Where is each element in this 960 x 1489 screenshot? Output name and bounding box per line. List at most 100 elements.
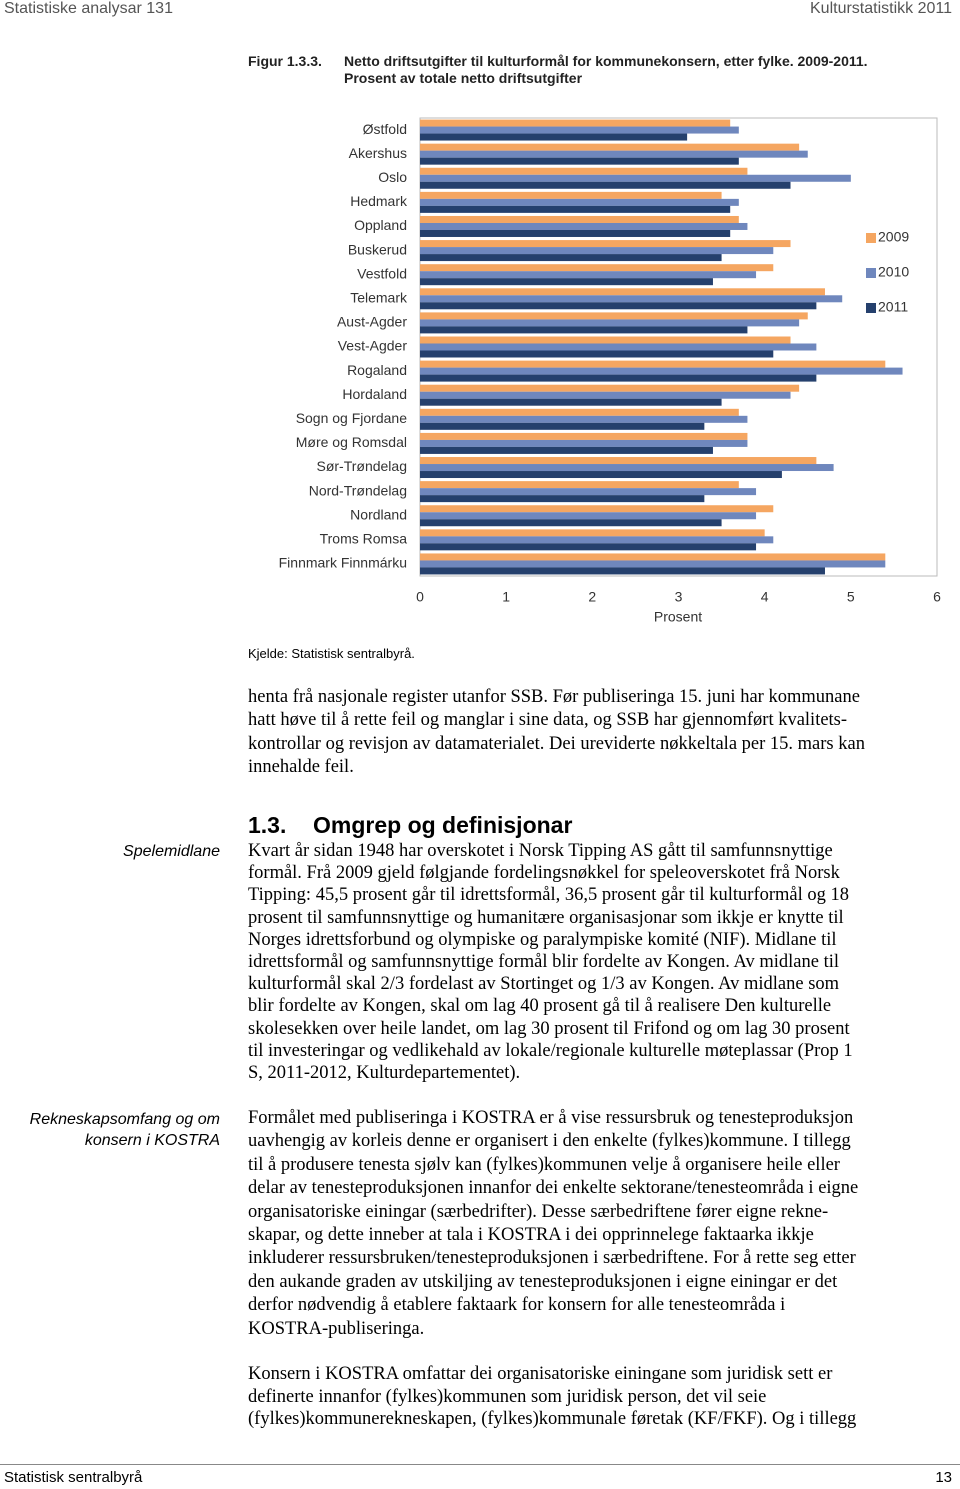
- text-line: inkluderer ressursbruken/tenesteproduksj…: [248, 1248, 856, 1269]
- y-tick-label: Rogaland: [347, 362, 407, 378]
- bar: [420, 295, 843, 303]
- y-tick-label: Sogn og Fjordane: [296, 410, 408, 426]
- bar: [420, 312, 808, 320]
- text-line: Norges idrettsforbund og olympiske og pa…: [248, 929, 837, 950]
- bar: [420, 374, 817, 382]
- chart: Prosent 0 1 2 3 4 5 6 Østfold Akershus Oslo Hedmar…: [279, 117, 941, 625]
- y-tick-label: Sør-Trøndelag: [316, 458, 407, 474]
- x-tick-label: 0: [416, 589, 424, 605]
- y-tick-label: Nordland: [350, 506, 407, 522]
- margin-note: konsern i KOSTRA: [84, 1132, 220, 1149]
- x-tick-label: 2: [588, 589, 596, 605]
- text-line: kulturformål skal 2/3 fordelast av Stort…: [248, 974, 840, 995]
- bar: [420, 119, 731, 127]
- bar: [420, 543, 757, 551]
- text-line: definerte innanfor (fylkes)kommunen som …: [248, 1386, 767, 1407]
- bar: [420, 415, 748, 423]
- footer-rule: [0, 1464, 960, 1465]
- y-tick-label: Troms Romsa: [320, 531, 408, 547]
- y-tick-label: Nord-Trøndelag: [309, 482, 407, 498]
- y-tick-label: Finnmark Finnmárku: [279, 555, 407, 571]
- bar: [420, 264, 774, 272]
- bar: [420, 150, 808, 158]
- y-tick-label: Akershus: [349, 145, 407, 161]
- bar: [420, 143, 800, 151]
- bar: [420, 205, 731, 213]
- bar: [420, 174, 851, 182]
- x-tick-label: 4: [761, 589, 769, 605]
- bar: [420, 560, 886, 568]
- bar: [420, 505, 774, 513]
- y-tick-label: Hedmark: [350, 193, 408, 209]
- footer-right: 13: [935, 1469, 952, 1486]
- bar: [420, 432, 748, 440]
- footer-left: Statistisk sentralbyrå: [4, 1469, 143, 1486]
- header-left: Statistiske analysar 131: [4, 0, 173, 17]
- figure-caption: Prosent av totale netto driftsutgifter: [344, 70, 583, 86]
- text-line: Konsern i KOSTRA omfattar dei organisato…: [248, 1364, 833, 1384]
- legend-label: 2010: [878, 264, 909, 280]
- bar: [420, 222, 748, 230]
- bar: [420, 529, 765, 537]
- section-title: Omgrep og definisjonar: [313, 812, 573, 838]
- bar: [420, 553, 886, 561]
- y-tick-label: Vestfold: [357, 265, 407, 281]
- legend-label: 2009: [878, 229, 909, 245]
- y-tick-label: Aust-Agder: [337, 314, 407, 330]
- margin-note: Spelemidlane: [123, 843, 220, 860]
- bar: [420, 133, 688, 141]
- bar: [420, 254, 722, 262]
- text-line: delar av tenesteproduksjonen innanfor de…: [248, 1178, 859, 1199]
- figure-source: Kjelde: Statistisk sentralbyrå.: [248, 646, 415, 661]
- bar: [420, 367, 903, 375]
- bar: [420, 481, 739, 489]
- text-line: uavhengig av korleis denne er organisert…: [248, 1131, 851, 1152]
- bar: [420, 398, 722, 406]
- text-line: kontrollar og revisjon av datamaterialet…: [248, 733, 865, 754]
- bar: [420, 181, 791, 189]
- x-tick-label: 6: [933, 589, 941, 605]
- text-line: til investeringar og vedlikehald av loka…: [248, 1040, 853, 1061]
- y-tick-label: Hordaland: [342, 386, 407, 402]
- text-line: Kvart år sidan 1948 har overskotet i Nor…: [248, 841, 833, 861]
- bar: [420, 488, 757, 496]
- x-tick-label: 3: [675, 589, 683, 605]
- text-line: idrettsformål og samfunnsnyttige formål …: [248, 952, 840, 972]
- legend-swatch: [866, 233, 876, 243]
- text-line: blir fordelte av Kongen, skal om lag 40 …: [248, 996, 832, 1017]
- bar: [420, 360, 886, 368]
- bar: [420, 391, 791, 399]
- text-line: formål. Frå 2009 gjeld følgjande fordeli…: [248, 863, 840, 884]
- bar: [420, 350, 774, 358]
- text-line: KOSTRA-publiseringa.: [248, 1318, 425, 1339]
- bar: [420, 288, 825, 296]
- margin-note: Rekneskapsomfang og om: [29, 1111, 220, 1128]
- bar: [420, 336, 791, 344]
- y-tick-label: Møre og Romsdal: [296, 434, 407, 450]
- bar: [420, 446, 713, 454]
- bar: [420, 229, 731, 237]
- text-line: skolesekken over heile landet, om lag 30…: [248, 1018, 850, 1039]
- bar: [420, 536, 774, 544]
- y-tick-label: Buskerud: [348, 241, 407, 257]
- bar: [420, 157, 739, 165]
- bar: [420, 512, 757, 520]
- bar: [420, 519, 722, 527]
- text-line: skapar, og dette inneber at tala i KOSTR…: [248, 1225, 814, 1245]
- bar: [420, 319, 800, 327]
- text-line: henta frå nasjonale register utanfor SSB…: [248, 687, 860, 707]
- y-tick-label: Telemark: [350, 289, 408, 305]
- text-line: (fylkes)kommunerekneskapen, (fylkes)komm…: [248, 1409, 857, 1429]
- y-tick-label: Østfold: [363, 121, 407, 137]
- bar: [420, 167, 748, 175]
- text-line: derfor nødvendig å etablere faktaark for…: [248, 1295, 786, 1316]
- header-right: Kulturstatistikk 2011: [810, 0, 952, 17]
- bar: [420, 439, 748, 447]
- bar: [420, 422, 705, 430]
- y-tick-label: Oppland: [354, 217, 407, 233]
- bar: [420, 126, 739, 134]
- figure-number: Figur 1.3.3.: [248, 53, 322, 69]
- bar: [420, 247, 774, 255]
- bar: [420, 326, 748, 334]
- bar: [420, 495, 705, 503]
